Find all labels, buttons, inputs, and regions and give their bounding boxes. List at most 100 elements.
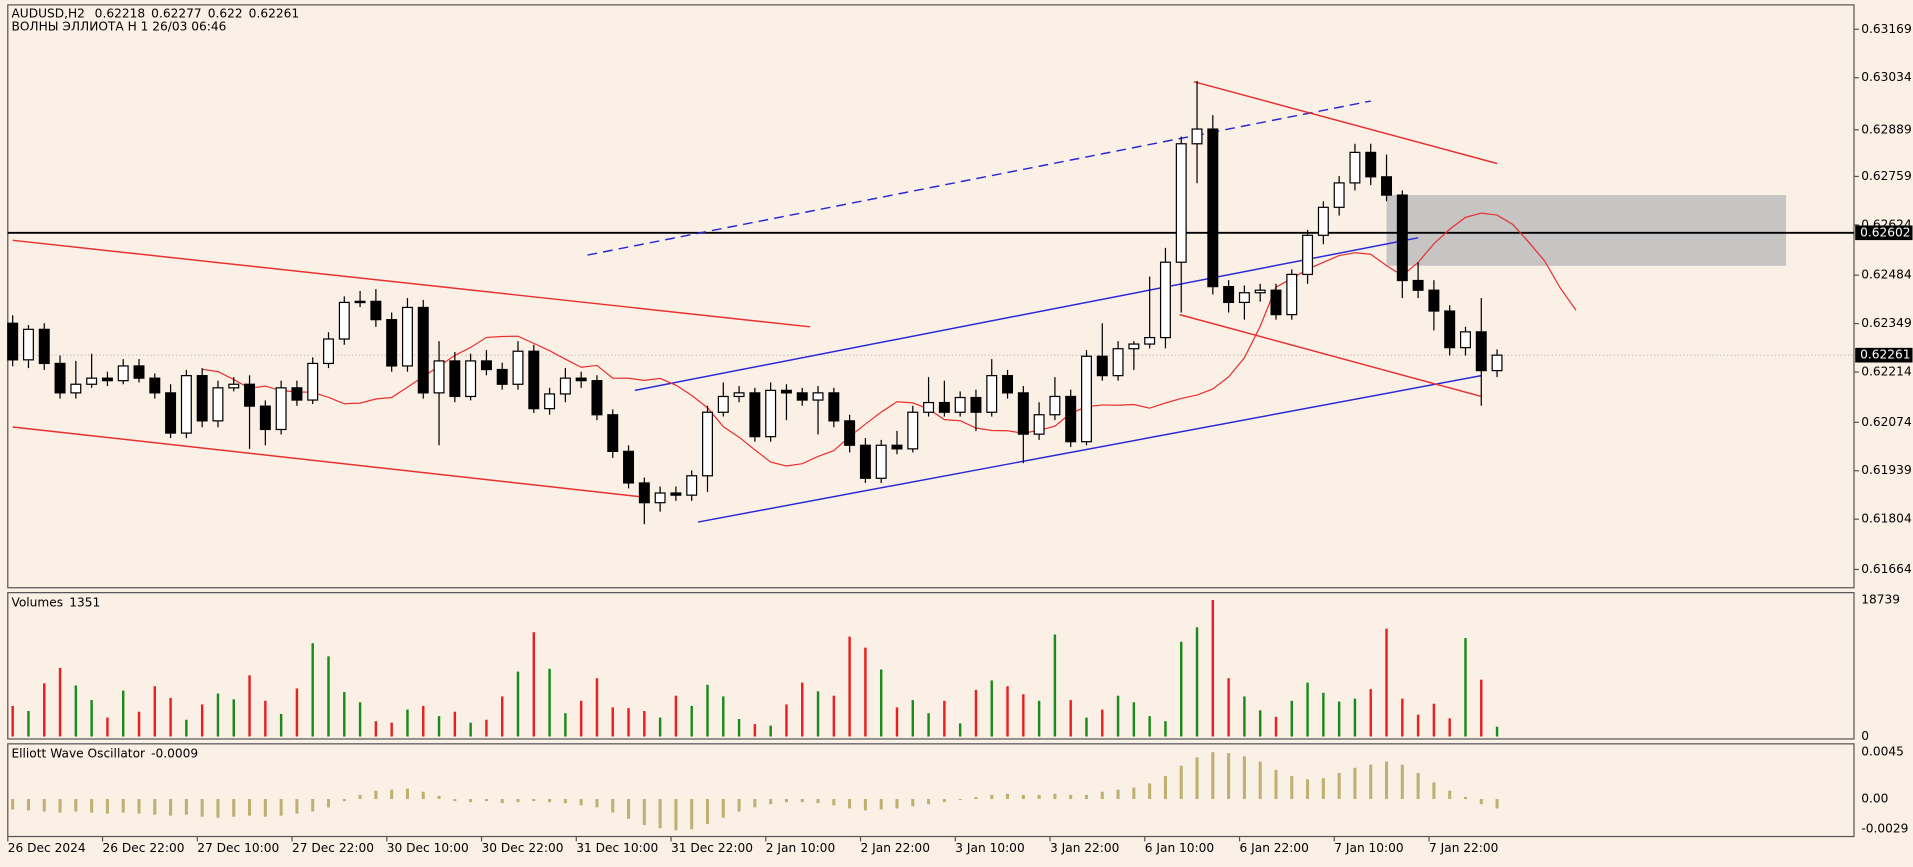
candle-body — [575, 377, 587, 382]
candle-body — [1049, 395, 1061, 416]
x-tick-label: 31 Dec 22:00 — [671, 841, 753, 855]
low: 0.622 — [208, 6, 243, 20]
last-price-box — [1855, 347, 1913, 363]
x-tick-label: 26 Dec 2024 — [8, 841, 86, 855]
candle-body — [101, 377, 113, 382]
x-tick-label: 26 Dec 22:00 — [103, 841, 185, 855]
candle-body — [496, 368, 508, 385]
candle-body — [1302, 234, 1314, 276]
oscillator-tick-label: 0.00 — [1861, 792, 1888, 806]
candle-body — [1191, 128, 1203, 145]
symbol: AUDUSD,H2 — [11, 6, 84, 20]
candle-body — [607, 414, 619, 452]
candle-body — [623, 450, 635, 484]
y-tick-label: 0.62214 — [1861, 365, 1912, 379]
candle-body — [259, 405, 271, 431]
candle-body — [196, 375, 208, 422]
candle-body — [1412, 279, 1424, 291]
candle-body — [86, 377, 98, 385]
oscillator-tick-label: -0.0029 — [1861, 822, 1908, 836]
open: 0.62218 — [95, 6, 145, 20]
candle-body — [765, 389, 777, 438]
candle-body — [780, 389, 792, 394]
oscillator-panel — [7, 743, 1855, 838]
y-tick-label: 0.61664 — [1861, 562, 1912, 576]
candle-body — [1475, 331, 1487, 372]
x-tick-label: 3 Jan 10:00 — [955, 841, 1024, 855]
volume-title: Volumes — [11, 595, 63, 609]
candle-body — [638, 482, 650, 504]
candle-body — [149, 377, 161, 394]
volume-panel — [7, 592, 1855, 740]
candle-body — [1286, 273, 1298, 316]
x-tick-label: 27 Dec 22:00 — [292, 841, 374, 855]
candle-body — [1365, 151, 1377, 178]
candle-body — [528, 350, 540, 410]
x-tick-label: 6 Jan 10:00 — [1145, 841, 1214, 855]
candle-body — [1349, 151, 1361, 184]
trendline — [1193, 80, 1498, 165]
candle-body — [401, 306, 413, 367]
volume-header: Volumes 1351 — [11, 595, 100, 609]
candle-body — [559, 377, 571, 395]
candle-body — [717, 395, 729, 413]
volume-tick-label: 18739 — [1861, 592, 1900, 606]
volume-last: 1351 — [69, 595, 100, 609]
y-tick-label: 0.62889 — [1861, 122, 1911, 136]
trendline — [1179, 313, 1482, 398]
candle-body — [7, 322, 19, 361]
candle-body — [417, 306, 429, 394]
candle-body — [22, 328, 34, 361]
candle-body — [386, 319, 398, 367]
candle-body — [1223, 286, 1235, 304]
candle-body — [686, 475, 698, 496]
candle-body — [38, 328, 50, 365]
candle-body — [228, 383, 240, 389]
moving-average — [202, 212, 1577, 467]
candle-body — [480, 360, 492, 371]
trendline — [587, 100, 1371, 256]
x-tick-label: 7 Jan 22:00 — [1429, 841, 1498, 855]
candle-body — [923, 401, 935, 413]
candle-body — [117, 365, 129, 382]
x-tick-label: 31 Dec 10:00 — [576, 841, 658, 855]
high: 0.62277 — [151, 6, 201, 20]
candle-body — [1144, 336, 1156, 345]
trendline — [12, 239, 811, 328]
oscillator-header: Elliott Wave Oscillator -0.0009 — [11, 746, 198, 760]
candle-body — [244, 383, 256, 407]
candle-body — [212, 387, 224, 422]
subtitle: ВОЛНЫ ЭЛЛИОТА H 1 26/03 06:46 — [11, 19, 226, 33]
candle-body — [859, 444, 871, 479]
candle-body — [449, 360, 461, 398]
candle-body — [544, 393, 556, 410]
candle-body — [1017, 392, 1029, 435]
close: 0.62261 — [249, 6, 299, 20]
y-tick-label: 0.62484 — [1861, 268, 1912, 282]
x-tick-label: 6 Jan 22:00 — [1240, 841, 1309, 855]
y-tick-label: 0.61939 — [1861, 463, 1911, 477]
candle-body — [275, 387, 287, 431]
y-tick-label: 0.63034 — [1861, 70, 1912, 84]
candle-body — [433, 360, 445, 394]
candle-body — [828, 392, 840, 422]
candle-body — [749, 392, 761, 438]
candle-body — [1459, 331, 1471, 349]
chart-header: AUDUSD,H2 0.62218 0.62277 0.622 0.62261 — [11, 6, 299, 20]
y-tick-label: 0.62759 — [1861, 169, 1911, 183]
volume-tick-label: 0 — [1861, 729, 1869, 743]
candle-body — [323, 338, 334, 365]
x-tick-label: 27 Dec 10:00 — [197, 841, 279, 855]
candle-body — [875, 444, 887, 479]
candle-body — [1207, 128, 1219, 288]
candle-body — [1081, 355, 1092, 443]
candle-body — [512, 350, 524, 385]
x-tick-label: 30 Dec 10:00 — [387, 841, 469, 855]
candle-body — [1175, 143, 1187, 263]
trendline — [634, 237, 1419, 392]
trendline — [697, 374, 1482, 523]
candle-body — [1033, 414, 1045, 435]
candle-body — [1238, 292, 1250, 304]
